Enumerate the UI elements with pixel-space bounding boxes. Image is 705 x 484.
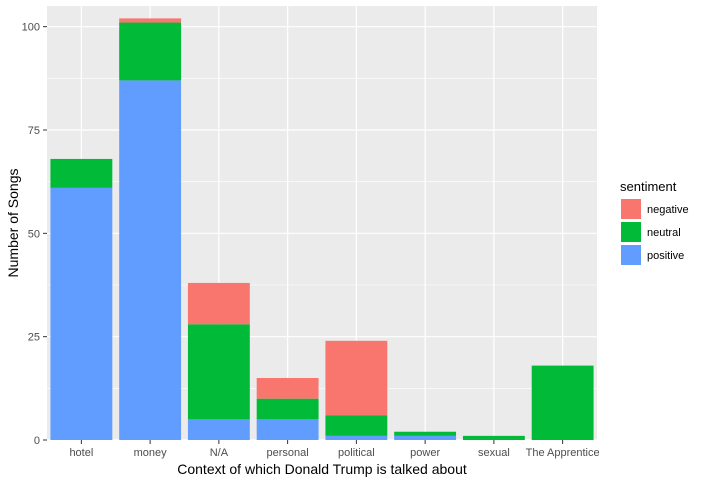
y-axis-title: Number of Songs (5, 169, 21, 278)
legend-label-positive: positive (647, 250, 684, 262)
bar-positive-n-a (187, 419, 250, 440)
legend-key-negative (621, 199, 641, 219)
bar-neutral-political (325, 415, 388, 436)
bar-neutral-sexual (462, 435, 525, 440)
x-tick-label: hotel (69, 447, 93, 459)
legend-title: sentiment (620, 179, 677, 194)
legend-label-negative: negative (647, 204, 689, 216)
bar-negative-n-a (187, 282, 250, 325)
bar-negative-political (325, 340, 388, 416)
legend-label-neutral: neutral (647, 227, 681, 239)
y-tick-label: 25 (28, 332, 40, 344)
bar-neutral-money (119, 22, 182, 81)
legend-key-positive (621, 245, 641, 265)
x-tick-label: political (338, 447, 375, 459)
x-tick-label: personal (267, 447, 309, 459)
y-tick-label: 50 (28, 228, 40, 240)
bar-neutral-n-a (187, 324, 250, 420)
bar-neutral-the-apprentice (531, 365, 594, 440)
bar-positive-money (119, 80, 182, 441)
x-tick-label: power (410, 447, 440, 459)
bar-positive-personal (256, 419, 319, 440)
bar-positive-political (325, 435, 388, 440)
bar-neutral-personal (256, 398, 319, 420)
bar-negative-money (119, 18, 182, 23)
legend-key-neutral (621, 222, 641, 242)
legend: sentiment negative neutral positive (620, 179, 689, 265)
x-tick-label: money (134, 447, 168, 459)
bars-group (50, 18, 594, 441)
x-tick-label: sexual (478, 447, 510, 459)
y-tick-label: 100 (22, 22, 40, 34)
x-tick-label: N/A (210, 447, 229, 459)
bar-positive-hotel (50, 187, 113, 440)
x-axis-title: Context of which Donald Trump is talked … (177, 461, 467, 477)
bar-positive-power (394, 435, 457, 440)
x-tick-label: The Apprentice (526, 447, 600, 459)
bar-neutral-hotel (50, 158, 113, 188)
y-axis: 0 25 50 75 100 (22, 22, 47, 447)
bar-negative-personal (256, 378, 319, 399)
y-tick-label: 0 (34, 435, 40, 447)
bar-neutral-power (394, 431, 457, 436)
y-tick-label: 75 (28, 125, 40, 137)
x-axis: hotel money N/A personal political power sexua… (69, 440, 600, 459)
